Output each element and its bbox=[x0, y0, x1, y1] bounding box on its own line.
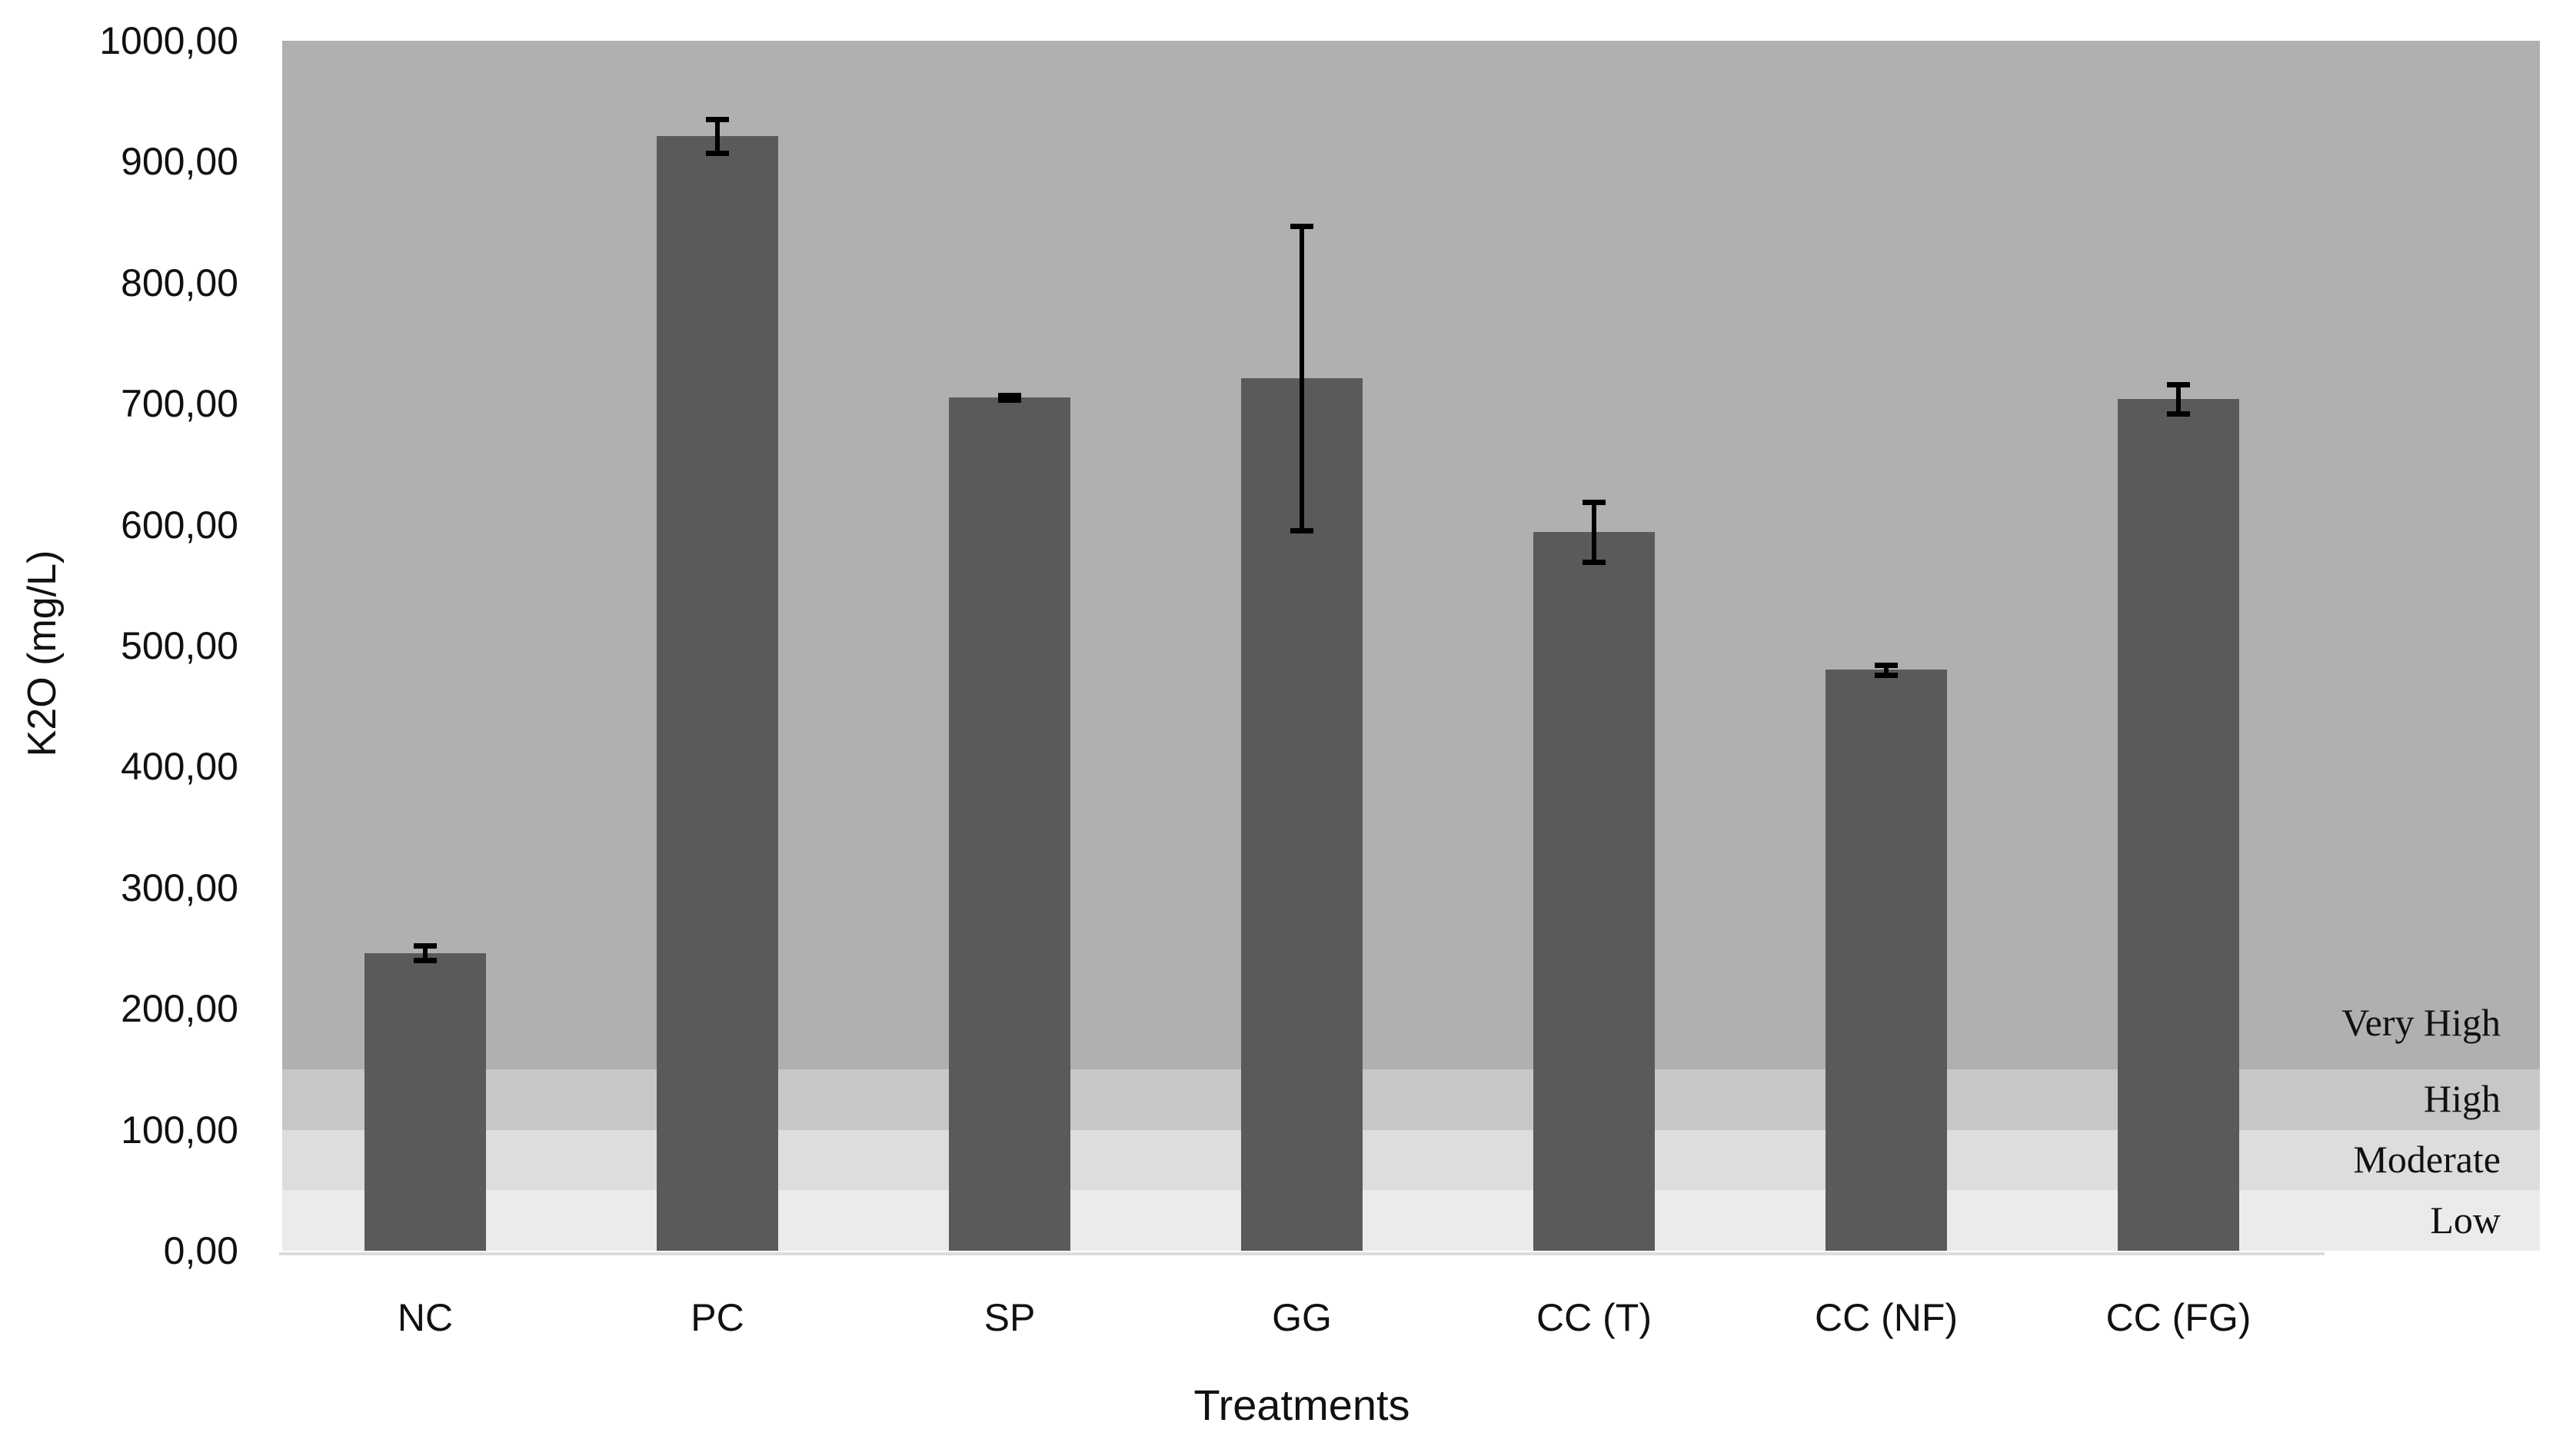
y-tick-label: 100,00 bbox=[121, 1108, 238, 1152]
bar-sp bbox=[949, 397, 1070, 1251]
x-tick-label: CC (NF) bbox=[1814, 1296, 1959, 1339]
error-bar-cap bbox=[414, 943, 437, 949]
error-bar bbox=[423, 946, 428, 961]
x-tick-label: PC bbox=[691, 1296, 744, 1339]
error-bar-cap bbox=[1290, 528, 1313, 534]
bar-nc bbox=[364, 952, 486, 1251]
band-label: High bbox=[2424, 1077, 2501, 1121]
x-tick-label: SP bbox=[983, 1296, 1036, 1339]
error-bar-cap bbox=[414, 958, 437, 964]
error-bar bbox=[2176, 384, 2181, 414]
band-label: Very High bbox=[2341, 1000, 2501, 1044]
y-tick-label: 0,00 bbox=[163, 1229, 238, 1272]
band-label: Low bbox=[2430, 1198, 2501, 1242]
bar-cc-nf bbox=[1825, 670, 1947, 1251]
error-bar-cap bbox=[2167, 411, 2190, 417]
error-bar-cap bbox=[1583, 499, 1606, 505]
bar-cc-fg bbox=[2118, 398, 2239, 1251]
error-bar-cap bbox=[1875, 663, 1898, 669]
x-tick-label: CC (FG) bbox=[2105, 1296, 2252, 1339]
error-bar-cap bbox=[1583, 560, 1606, 566]
bar-cc-t bbox=[1533, 532, 1655, 1251]
error-bar-cap bbox=[998, 397, 1021, 404]
error-bar-cap bbox=[1875, 672, 1898, 678]
error-bar-cap bbox=[2167, 382, 2190, 388]
error-bar bbox=[1300, 225, 1304, 531]
x-axis-line bbox=[279, 1252, 2325, 1255]
x-axis-title: Treatments bbox=[1193, 1381, 1410, 1429]
error-bar-cap bbox=[706, 117, 729, 123]
error-bar bbox=[1884, 665, 1889, 675]
error-bar-cap bbox=[706, 151, 729, 157]
error-bar-cap bbox=[1290, 223, 1313, 229]
x-tick-label: CC (T) bbox=[1536, 1296, 1652, 1339]
error-bar bbox=[1592, 501, 1596, 563]
y-tick-label: 800,00 bbox=[121, 261, 238, 304]
error-bar-cap bbox=[998, 393, 1021, 399]
y-tick-label: 400,00 bbox=[121, 745, 238, 789]
y-tick-label: 500,00 bbox=[121, 624, 238, 667]
y-tick-label: 900,00 bbox=[121, 140, 238, 184]
x-tick-label: GG bbox=[1272, 1296, 1332, 1339]
y-tick-label: 200,00 bbox=[121, 987, 238, 1031]
y-axis-title: K2O (mg/L) bbox=[20, 550, 65, 757]
y-tick-label: 600,00 bbox=[121, 503, 238, 547]
band-label: Moderate bbox=[2353, 1137, 2501, 1181]
y-tick-label: 700,00 bbox=[121, 382, 238, 426]
y-tick-label: 300,00 bbox=[121, 866, 238, 909]
y-tick-label: 1000,00 bbox=[99, 19, 238, 62]
x-tick-label: NC bbox=[397, 1296, 454, 1339]
error-bar bbox=[715, 119, 720, 154]
bar-pc bbox=[657, 136, 778, 1251]
